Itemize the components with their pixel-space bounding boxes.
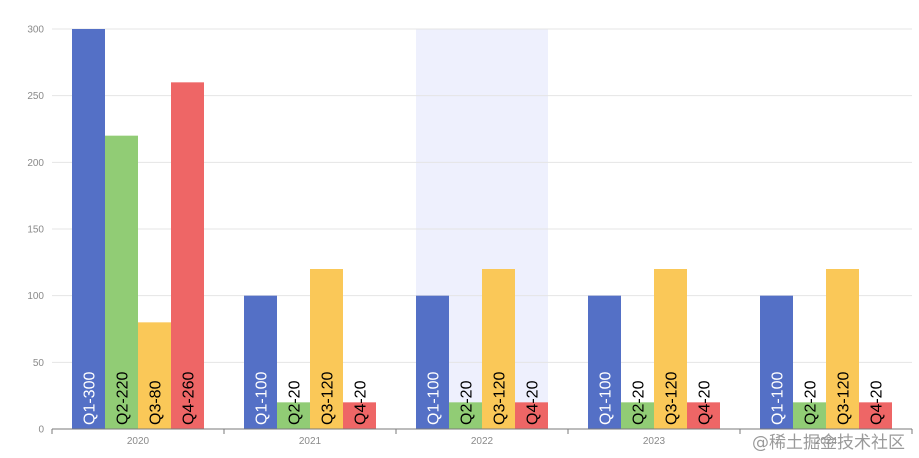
bar[interactable] <box>654 269 687 429</box>
watermark-text: @稀土掘金技术社区 <box>752 433 905 453</box>
y-tick-label: 100 <box>27 291 44 302</box>
bar-label: Q4-260 <box>181 372 198 425</box>
x-tick-label: 2024 <box>815 436 838 447</box>
bar[interactable] <box>687 402 720 429</box>
x-tick-label: 2022 <box>471 436 494 447</box>
bar-label: Q4-20 <box>353 380 370 425</box>
bar-label: Q4-20 <box>525 380 542 425</box>
bar[interactable] <box>760 295 793 429</box>
y-tick-label: 250 <box>27 91 44 102</box>
bar[interactable] <box>72 29 105 429</box>
bar[interactable] <box>621 402 654 429</box>
y-tick-label: 200 <box>27 158 44 169</box>
bar[interactable] <box>515 402 548 429</box>
y-tick-label: 0 <box>38 425 44 436</box>
bar-label: Q3-120 <box>492 372 509 425</box>
x-tick-label: 2020 <box>127 436 150 447</box>
y-tick-label: 300 <box>27 25 44 36</box>
bar[interactable] <box>171 82 204 429</box>
bar[interactable] <box>416 295 449 429</box>
bar-label: Q2-20 <box>803 380 820 425</box>
bar[interactable] <box>449 402 482 429</box>
y-tick-label: 50 <box>33 358 45 369</box>
bar-label: Q1-100 <box>598 372 615 425</box>
axis-layer: 0 50 100 150 200 250 300 2020 2021 2022 2023 2024 <box>27 25 913 447</box>
bar-label: Q3-80 <box>148 380 165 425</box>
bar-label: Q3-120 <box>320 372 337 425</box>
bar[interactable] <box>859 402 892 429</box>
bar-label: Q1-100 <box>426 372 443 425</box>
bar-label: Q2-220 <box>115 372 132 425</box>
bar[interactable] <box>105 135 138 429</box>
bar-label: Q2-20 <box>287 380 304 425</box>
x-tick-label: 2023 <box>643 436 666 447</box>
bar[interactable] <box>343 402 376 429</box>
bar-label: Q1-100 <box>254 372 271 425</box>
bar[interactable] <box>277 402 310 429</box>
x-tick-label: 2021 <box>299 436 322 447</box>
y-tick-label: 150 <box>27 225 44 236</box>
bar[interactable] <box>482 269 515 429</box>
bar[interactable] <box>588 295 621 429</box>
bar-label: Q4-20 <box>869 380 886 425</box>
bar-label: Q2-20 <box>631 380 648 425</box>
bar[interactable] <box>310 269 343 429</box>
bar-label: Q2-20 <box>459 380 476 425</box>
bar-label: Q1-100 <box>770 372 787 425</box>
bar-label: Q4-20 <box>697 380 714 425</box>
bar-label: Q3-120 <box>836 372 853 425</box>
bar[interactable] <box>244 295 277 429</box>
bar[interactable] <box>826 269 859 429</box>
bar[interactable] <box>138 322 171 429</box>
bar-label: Q1-300 <box>82 372 99 425</box>
bars-layer: Q1-300 Q2-220 Q3-80 Q4-260 Q1-100 Q2-20 Q3-120… <box>72 29 892 429</box>
bar[interactable] <box>793 402 826 429</box>
bar-label: Q3-120 <box>664 372 681 425</box>
